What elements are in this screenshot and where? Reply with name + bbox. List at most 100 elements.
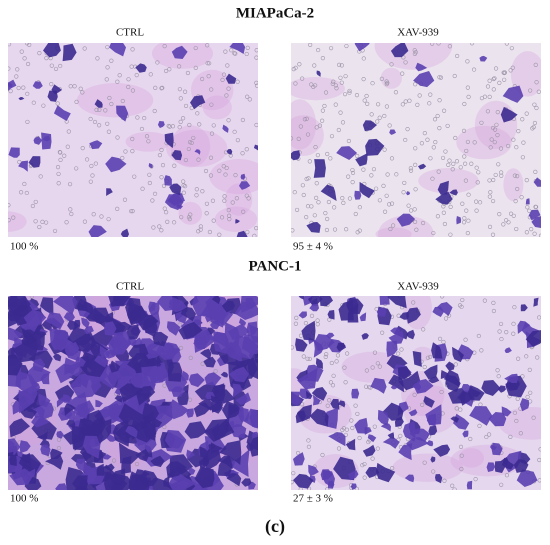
pore: [454, 159, 460, 164]
pore: [29, 296, 34, 299]
pore: [362, 475, 367, 480]
pore: [105, 121, 110, 126]
pore: [346, 138, 351, 144]
pore: [452, 487, 457, 490]
pore: [311, 84, 316, 90]
pore: [490, 198, 496, 204]
stained-cell: [19, 440, 31, 454]
pore: [487, 194, 492, 199]
pore: [209, 131, 215, 136]
pore: [441, 210, 446, 215]
pore: [159, 175, 164, 180]
stained-cell: [367, 434, 377, 443]
pore: [495, 110, 500, 115]
stained-cell: [359, 312, 367, 322]
pore: [520, 155, 525, 160]
stained-cell: [109, 43, 126, 57]
pore: [439, 296, 445, 299]
stained-cell: [164, 132, 174, 149]
pore: [205, 61, 210, 66]
stained-cell: [510, 382, 517, 390]
pore: [69, 211, 74, 217]
pore: [341, 200, 346, 205]
pore: [130, 88, 136, 93]
stained-cell: [32, 81, 43, 89]
stain-haze: [224, 183, 253, 216]
pore: [300, 183, 305, 188]
pore: [38, 174, 43, 179]
stained-cell: [449, 189, 458, 196]
stained-cell: [440, 370, 450, 379]
pore: [509, 46, 514, 51]
stained-cell: [504, 347, 512, 353]
pore: [462, 101, 467, 107]
stain-haze: [418, 167, 479, 194]
pore: [330, 383, 336, 388]
pore: [525, 394, 530, 400]
stained-cell: [486, 462, 495, 472]
pore: [302, 117, 307, 122]
stained-cell: [320, 184, 337, 201]
stained-cell: [425, 404, 442, 426]
pore: [342, 365, 347, 370]
stained-cell: [386, 340, 398, 358]
stained-cell: [118, 442, 142, 464]
pore: [524, 178, 529, 183]
pore: [317, 123, 323, 128]
pore: [147, 172, 152, 177]
pore: [441, 108, 447, 113]
pore: [17, 159, 22, 165]
stained-cell: [230, 424, 247, 439]
stained-cell: [167, 399, 190, 420]
pore: [377, 115, 382, 120]
pore: [313, 144, 318, 150]
pore: [244, 51, 249, 57]
pore: [229, 48, 234, 53]
pore: [254, 80, 258, 85]
stained-cell: [328, 480, 335, 489]
pore: [515, 186, 520, 192]
pore: [157, 224, 162, 229]
stained-cell: [186, 449, 196, 460]
stained-cell: [171, 150, 183, 161]
pore: [240, 151, 245, 156]
pore: [105, 65, 110, 70]
stained-cell: [406, 307, 421, 324]
pore: [8, 89, 13, 94]
pore: [374, 186, 379, 191]
pore: [382, 147, 387, 152]
stained-cell: [452, 346, 464, 363]
pore: [196, 157, 201, 162]
pore: [442, 478, 447, 483]
pore: [511, 213, 516, 218]
stained-cell: [415, 62, 428, 72]
stained-cell: [53, 353, 62, 362]
stained-cell: [308, 464, 319, 476]
stained-cell: [298, 311, 307, 319]
pore: [465, 59, 470, 64]
stained-cell: [103, 463, 115, 472]
stained-cell: [171, 386, 185, 397]
stained-cell: [8, 326, 23, 342]
pore: [468, 436, 473, 442]
stained-cell: [469, 406, 493, 426]
pore: [531, 415, 536, 420]
pore: [382, 113, 387, 119]
pore: [252, 233, 257, 237]
stained-cell: [500, 106, 518, 123]
pore: [511, 321, 516, 326]
pore: [504, 330, 509, 335]
pore: [363, 384, 369, 389]
pore: [385, 172, 390, 177]
stained-cell: [229, 43, 246, 54]
stained-cell: [184, 421, 207, 439]
pore: [357, 205, 362, 210]
pore: [496, 374, 501, 379]
pore: [334, 359, 339, 364]
pore: [475, 180, 480, 185]
pore: [479, 120, 484, 125]
pore: [307, 159, 312, 164]
stained-cell: [433, 444, 451, 457]
pore: [164, 210, 169, 215]
pore: [493, 172, 498, 178]
